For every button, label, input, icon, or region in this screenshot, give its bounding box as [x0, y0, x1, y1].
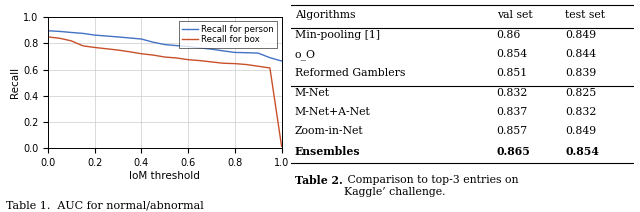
Recall for person: [138, 38, 145, 40]
Recall for person: [278, 60, 285, 62]
Recall for box: [173, 57, 180, 59]
Recall for person: [91, 34, 99, 36]
Legend: Recall for person, Recall for box: Recall for person, Recall for box: [179, 21, 277, 48]
Recall for person: [255, 52, 262, 54]
Recall for box: [196, 59, 204, 62]
Text: 0.825: 0.825: [565, 88, 596, 98]
Recall for person: [126, 37, 134, 39]
Recall for person: [102, 35, 110, 37]
Recall for box: [231, 62, 239, 65]
Recall for person: [173, 44, 180, 47]
Recall for person: [184, 45, 192, 48]
Recall for person: [231, 51, 239, 54]
Text: 0.837: 0.837: [497, 107, 528, 117]
Text: 0.854: 0.854: [497, 49, 528, 59]
Recall for box: [243, 63, 250, 66]
Recall for person: [220, 50, 227, 52]
Text: Comparison to top-3 entries on
Kaggle’ challenge.: Comparison to top-3 entries on Kaggle’ c…: [344, 175, 519, 197]
Text: 0.851: 0.851: [497, 68, 528, 78]
Text: test set: test set: [565, 10, 605, 20]
Text: Min-pooling [1]: Min-pooling [1]: [294, 30, 380, 40]
Recall for person: [196, 47, 204, 49]
Recall for box: [220, 62, 227, 64]
Recall for person: [44, 29, 52, 32]
Recall for box: [44, 36, 52, 38]
Text: 0.849: 0.849: [565, 126, 596, 136]
Text: Table 1.  AUC for normal/abnormal: Table 1. AUC for normal/abnormal: [6, 200, 204, 210]
Recall for box: [278, 145, 285, 148]
Recall for box: [91, 46, 99, 49]
Recall for box: [161, 56, 169, 58]
Recall for person: [161, 43, 169, 46]
Text: 0.865: 0.865: [497, 146, 531, 157]
Text: 0.86: 0.86: [497, 30, 521, 40]
Recall for box: [68, 40, 76, 42]
Line: Recall for box: Recall for box: [48, 37, 282, 146]
Text: Table 2.: Table 2.: [294, 175, 342, 186]
Recall for person: [149, 41, 157, 43]
Text: val set: val set: [497, 10, 532, 20]
Recall for box: [266, 67, 274, 69]
Recall for box: [207, 61, 215, 63]
Text: Zoom-in-Net: Zoom-in-Net: [294, 126, 364, 136]
Recall for box: [56, 37, 63, 39]
Recall for person: [266, 56, 274, 59]
Recall for person: [207, 48, 215, 50]
X-axis label: IoM threshold: IoM threshold: [129, 171, 200, 181]
Text: 0.857: 0.857: [497, 126, 528, 136]
Recall for box: [255, 65, 262, 67]
Line: Recall for person: Recall for person: [48, 31, 282, 61]
Text: M-Net+A-Net: M-Net+A-Net: [294, 107, 371, 117]
Text: 0.844: 0.844: [565, 49, 596, 59]
Recall for person: [79, 32, 87, 35]
Recall for box: [149, 54, 157, 56]
Recall for person: [56, 30, 63, 33]
Text: 0.839: 0.839: [565, 68, 596, 78]
Recall for box: [102, 47, 110, 50]
Recall for person: [243, 52, 250, 54]
Text: o_O: o_O: [294, 49, 316, 60]
Recall for box: [126, 50, 134, 53]
Recall for box: [184, 58, 192, 61]
Text: Algorithms: Algorithms: [294, 10, 355, 20]
Recall for box: [114, 49, 122, 51]
Text: M-Net: M-Net: [294, 88, 330, 98]
Recall for person: [68, 31, 76, 34]
Text: 0.849: 0.849: [565, 30, 596, 40]
Text: 0.832: 0.832: [497, 88, 528, 98]
Recall for box: [138, 53, 145, 55]
Text: 0.832: 0.832: [565, 107, 596, 117]
Text: Ensembles: Ensembles: [294, 146, 360, 157]
Recall for box: [79, 45, 87, 47]
Recall for person: [114, 36, 122, 38]
Text: 0.854: 0.854: [565, 146, 599, 157]
Text: Reformed Gamblers: Reformed Gamblers: [294, 68, 405, 78]
Y-axis label: Recall: Recall: [10, 67, 20, 98]
